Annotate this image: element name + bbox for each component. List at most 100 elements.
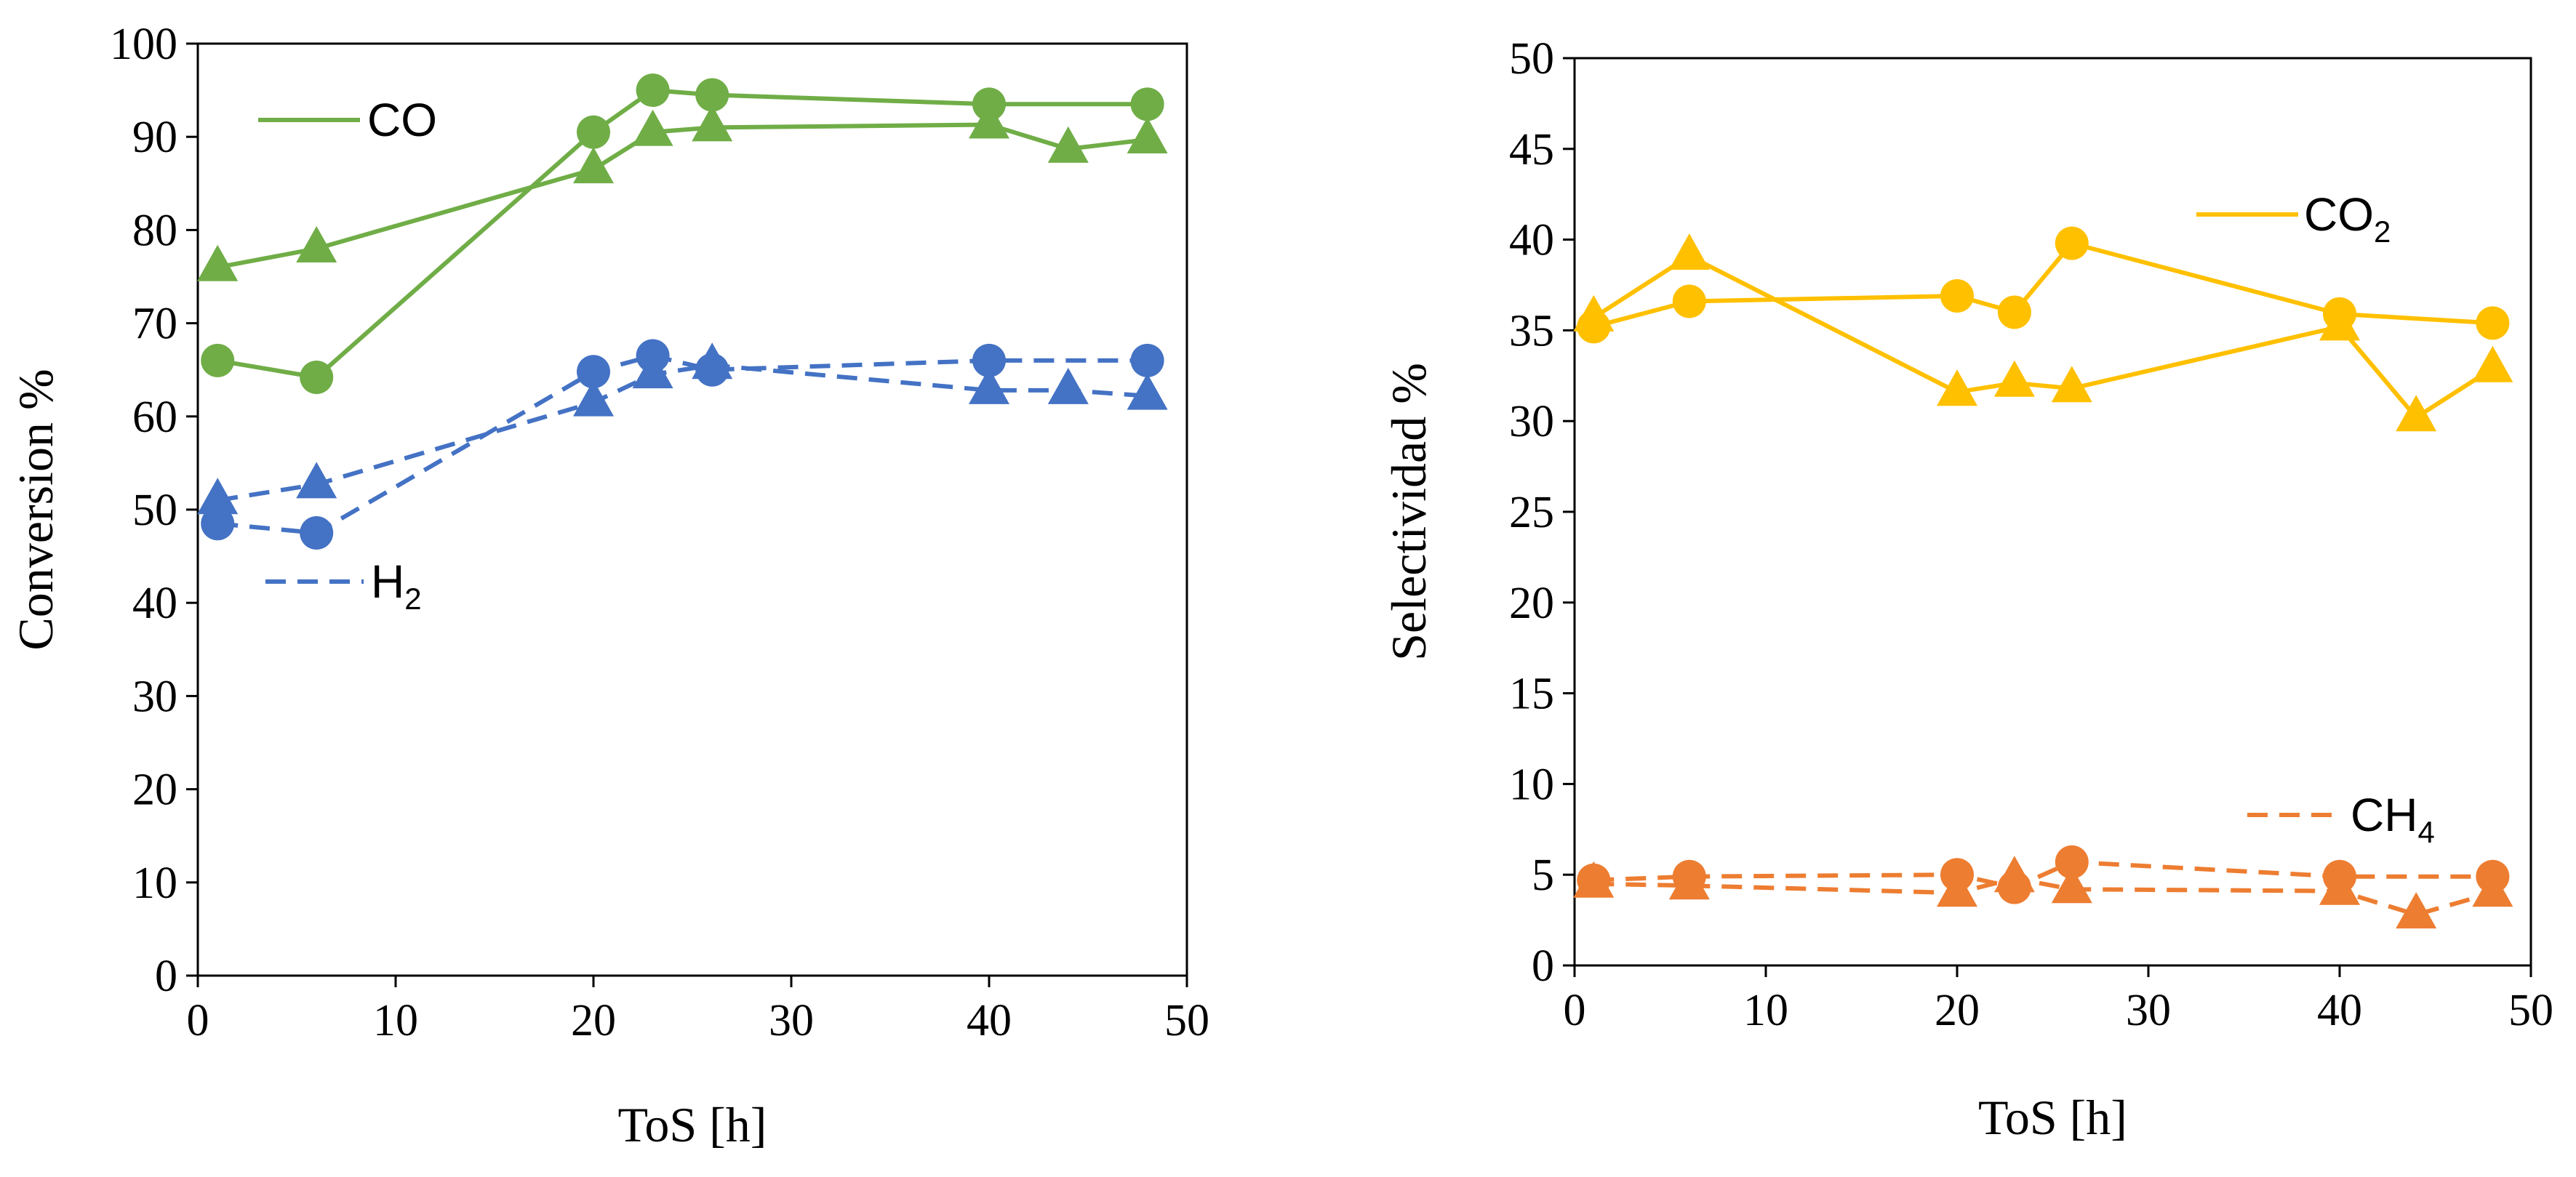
data-point-circle [577,355,610,389]
data-point-circle [695,78,729,112]
x-tick-label: 40 [967,996,1012,1045]
x-tick-label: 50 [1164,996,1209,1045]
data-point-circle [636,73,670,108]
x-tick-label: 30 [2126,986,2171,1035]
y-tick-label: 10 [132,859,177,908]
legend-label: CH4 [2351,789,2435,849]
data-point-circle [201,507,235,541]
data-point-triangle [1047,367,1089,404]
data-point-triangle [1573,294,1615,332]
x-tick-label: 40 [2317,986,2362,1035]
y-tick-label: 100 [110,20,177,69]
data-point-triangle [2319,868,2360,905]
data-point-triangle [969,102,1009,139]
data-point-triangle [1937,870,1977,907]
data-point-circle [1997,295,2031,329]
x-tick-label: 50 [2508,986,2553,1035]
x-axis-title: ToS [h] [1978,1090,2127,1145]
data-point-triangle [1993,856,2035,893]
data-point-circle [1672,284,1706,318]
series-line-1 [217,122,1148,270]
data-point-triangle [1127,117,1168,153]
x-tick-label: 0 [187,996,209,1045]
y-tick-label: 50 [1509,34,1554,84]
x-tick-label: 30 [769,996,814,1045]
data-point-triangle [2472,870,2513,907]
data-point-circle [201,343,235,377]
y-tick-label: 30 [1509,397,1554,446]
data-point-triangle [1993,360,2035,397]
legend-subscript: 4 [2417,815,2434,849]
data-point-triangle [296,462,337,499]
y-tick-label: 50 [132,486,177,535]
selectivity-chart: 0 5 10 15 20 25 30 35 40 45 50 0 10 20 30 40 50 ToS [h] Se… [1381,34,2553,1145]
y-tick-label: 0 [155,952,177,1001]
legend-subscript: 2 [404,582,421,616]
data-point-circle [972,343,1006,377]
data-point-triangle [197,478,239,515]
data-point-triangle [692,342,733,379]
data-point-triangle [1047,126,1089,163]
data-point-circle [1130,87,1164,121]
y-tick-label: 5 [1532,851,1554,900]
series-line-1 [1592,254,2495,420]
data-point-triangle [1937,369,1977,406]
data-point-triangle [2051,867,2092,904]
data-point-triangle [2472,345,2513,382]
data-point-triangle [1668,233,1710,270]
conversion-chart: 0 10 20 30 40 50 60 70 80 90 100 0 10 20 30 40 50 ToS [h]… [8,20,1209,1152]
y-tick-label: 45 [1509,125,1554,174]
y-tick-label: 10 [1509,760,1554,809]
y-tick-label: 60 [132,393,177,442]
legend-subscript: 2 [2374,214,2391,249]
data-point-circle [300,360,334,394]
x-tick-label: 20 [1935,986,1980,1035]
series-line-3 [1593,876,2494,917]
y-axis-title: Conversion % [8,369,63,650]
data-point-circle [300,516,334,550]
series-line-0 [217,88,1148,379]
y-tick-label: 30 [132,672,177,721]
data-point-triangle [969,367,1009,404]
data-point-triangle [2051,366,2092,403]
y-tick-label: 15 [1509,670,1554,719]
data-point-triangle [2396,395,2437,432]
data-point-triangle [573,379,614,417]
data-point-triangle [632,109,673,146]
x-tick-label: 10 [373,996,418,1045]
y-tick-label: 40 [1509,216,1554,265]
data-point-triangle [2319,304,2360,341]
data-point-triangle [1668,863,1710,900]
y-axis-title: Selectividad % [1381,363,1436,661]
y-tick-label: 0 [1532,941,1554,991]
data-point-circle [2055,226,2089,260]
y-tick-label: 20 [1509,579,1554,628]
y-tick-label: 80 [132,206,177,255]
data-point-triangle [2396,892,2437,929]
y-tick-label: 20 [132,766,177,815]
x-tick-label: 10 [1743,986,1788,1035]
data-point-circle [1130,343,1164,377]
legend-label: CO [367,94,437,146]
legend-label: CO2 [2304,188,2391,249]
data-point-triangle [692,105,733,142]
data-point-circle [2476,306,2510,340]
series-line-0 [1593,241,2493,329]
data-point-triangle [296,226,337,262]
data-point-triangle [573,147,614,184]
x-tick-label: 0 [1564,986,1586,1035]
x-tick-label: 20 [571,996,616,1045]
data-point-circle [577,115,610,149]
y-tick-label: 90 [132,113,177,162]
legend-label: H2 [371,555,422,616]
series-line-2 [217,353,1148,536]
y-tick-label: 25 [1509,488,1554,537]
data-point-circle [2055,845,2089,879]
data-point-triangle [1573,861,1615,898]
x-axis-title: ToS [h] [618,1097,767,1152]
series-line-3 [217,363,1148,503]
y-tick-label: 35 [1509,306,1554,355]
data-point-triangle [632,352,673,389]
y-tick-label: 40 [132,579,177,628]
